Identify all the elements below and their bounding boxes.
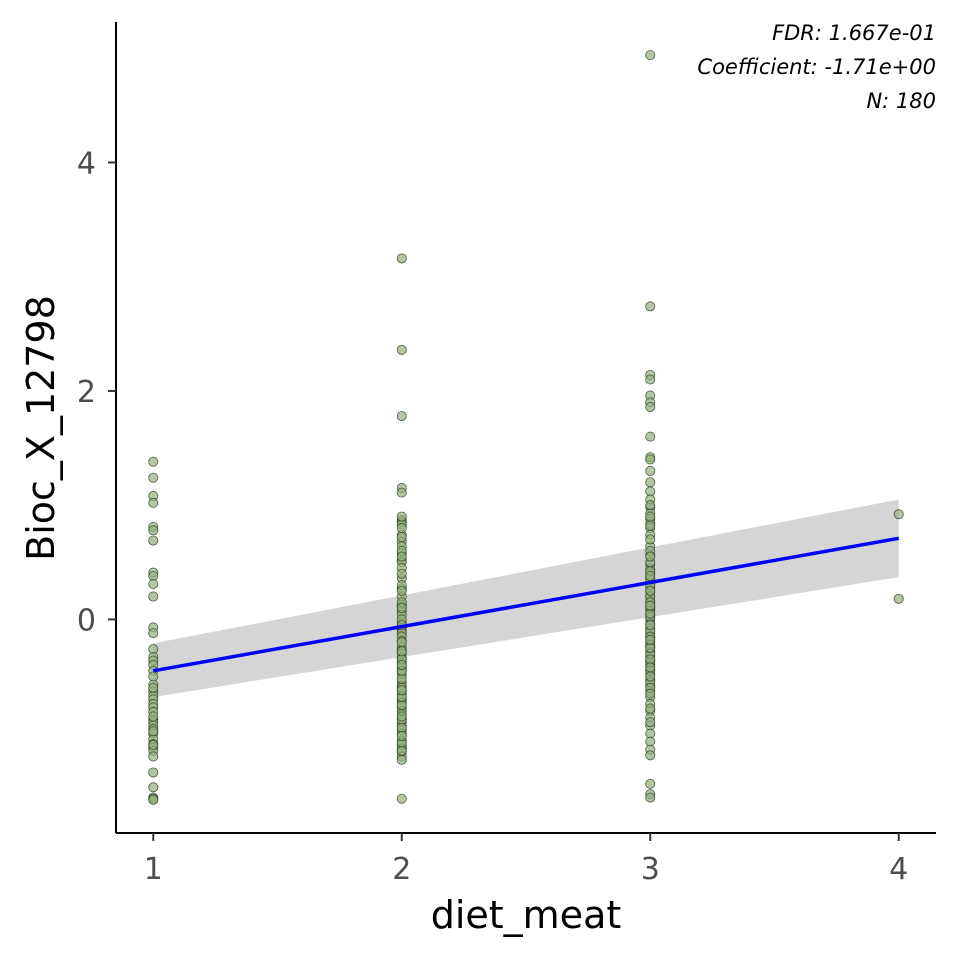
data-point <box>396 745 407 756</box>
data-point <box>645 301 656 312</box>
data-point <box>645 401 656 412</box>
data-point <box>396 730 407 741</box>
data-point <box>396 793 407 804</box>
data-point <box>148 751 159 762</box>
data-point <box>396 487 407 498</box>
data-point <box>645 703 656 714</box>
x-tick-label: 4 <box>889 852 908 887</box>
y-tick-label: 4 <box>77 146 96 181</box>
data-point <box>645 750 656 761</box>
data-point <box>396 551 407 562</box>
data-point <box>893 509 904 520</box>
data-point <box>148 711 159 722</box>
annotation-fdr: FDR: 1.667e-01 <box>772 21 936 45</box>
x-tick-label: 3 <box>641 852 660 887</box>
data-point <box>148 456 159 467</box>
confidence-band-layer <box>153 499 899 698</box>
data-point <box>148 628 159 639</box>
data-point <box>396 754 407 765</box>
data-point <box>148 525 159 536</box>
data-point <box>645 551 656 562</box>
data-point <box>645 792 656 803</box>
data-point <box>645 688 656 699</box>
data-point <box>645 662 656 673</box>
data-point <box>645 520 656 531</box>
confidence-band <box>153 499 899 698</box>
data-point <box>396 637 407 648</box>
data-point <box>148 578 159 589</box>
data-point <box>645 585 656 596</box>
data-point <box>645 465 656 476</box>
data-point <box>645 717 656 728</box>
annotation-n: N: 180 <box>866 89 936 113</box>
data-point <box>148 472 159 483</box>
fit-line-layer <box>152 536 900 673</box>
y-axis-ticks: 0 2 4 <box>77 146 116 638</box>
x-tick-label: 1 <box>144 852 163 887</box>
data-point <box>148 794 159 805</box>
data-point <box>148 740 159 751</box>
data-point <box>396 711 407 722</box>
x-axis-ticks: 1 2 3 4 <box>144 833 908 887</box>
data-point <box>148 535 159 546</box>
data-point <box>645 374 656 385</box>
data-point <box>396 646 407 657</box>
y-axis-title: Bioc_X_12798 <box>19 295 63 561</box>
y-tick-label: 2 <box>77 375 96 410</box>
data-point <box>148 782 159 793</box>
data-point <box>645 570 656 581</box>
data-point <box>148 591 159 602</box>
x-axis-title: diet_meat <box>431 893 622 937</box>
data-point <box>148 726 159 737</box>
data-point <box>645 600 656 611</box>
data-point <box>396 344 407 355</box>
data-point <box>396 523 407 534</box>
data-point <box>396 511 407 522</box>
data-point <box>645 50 656 61</box>
data-point <box>148 767 159 778</box>
data-point <box>148 671 159 682</box>
data-point <box>148 497 159 508</box>
data-point <box>645 511 656 522</box>
annotation-coefficient: Coefficient: -1.71e+00 <box>697 55 936 79</box>
x-tick-label: 2 <box>392 852 411 887</box>
data-point <box>645 634 656 645</box>
data-point <box>396 568 407 579</box>
data-point <box>645 778 656 789</box>
data-point <box>396 532 407 543</box>
fit-line <box>152 536 900 673</box>
points-layer <box>148 50 904 805</box>
data-point <box>645 500 656 511</box>
data-point <box>396 585 407 596</box>
data-point <box>148 682 159 693</box>
y-tick-label: 0 <box>77 603 96 638</box>
data-point <box>645 534 656 545</box>
data-point <box>645 671 656 682</box>
data-point <box>645 454 656 465</box>
data-point <box>396 602 407 613</box>
data-point <box>396 411 407 422</box>
data-point <box>396 660 407 671</box>
data-point <box>645 431 656 442</box>
data-point <box>645 620 656 631</box>
data-point <box>645 477 656 488</box>
data-point <box>893 593 904 604</box>
data-point <box>396 253 407 264</box>
data-point <box>396 685 407 696</box>
